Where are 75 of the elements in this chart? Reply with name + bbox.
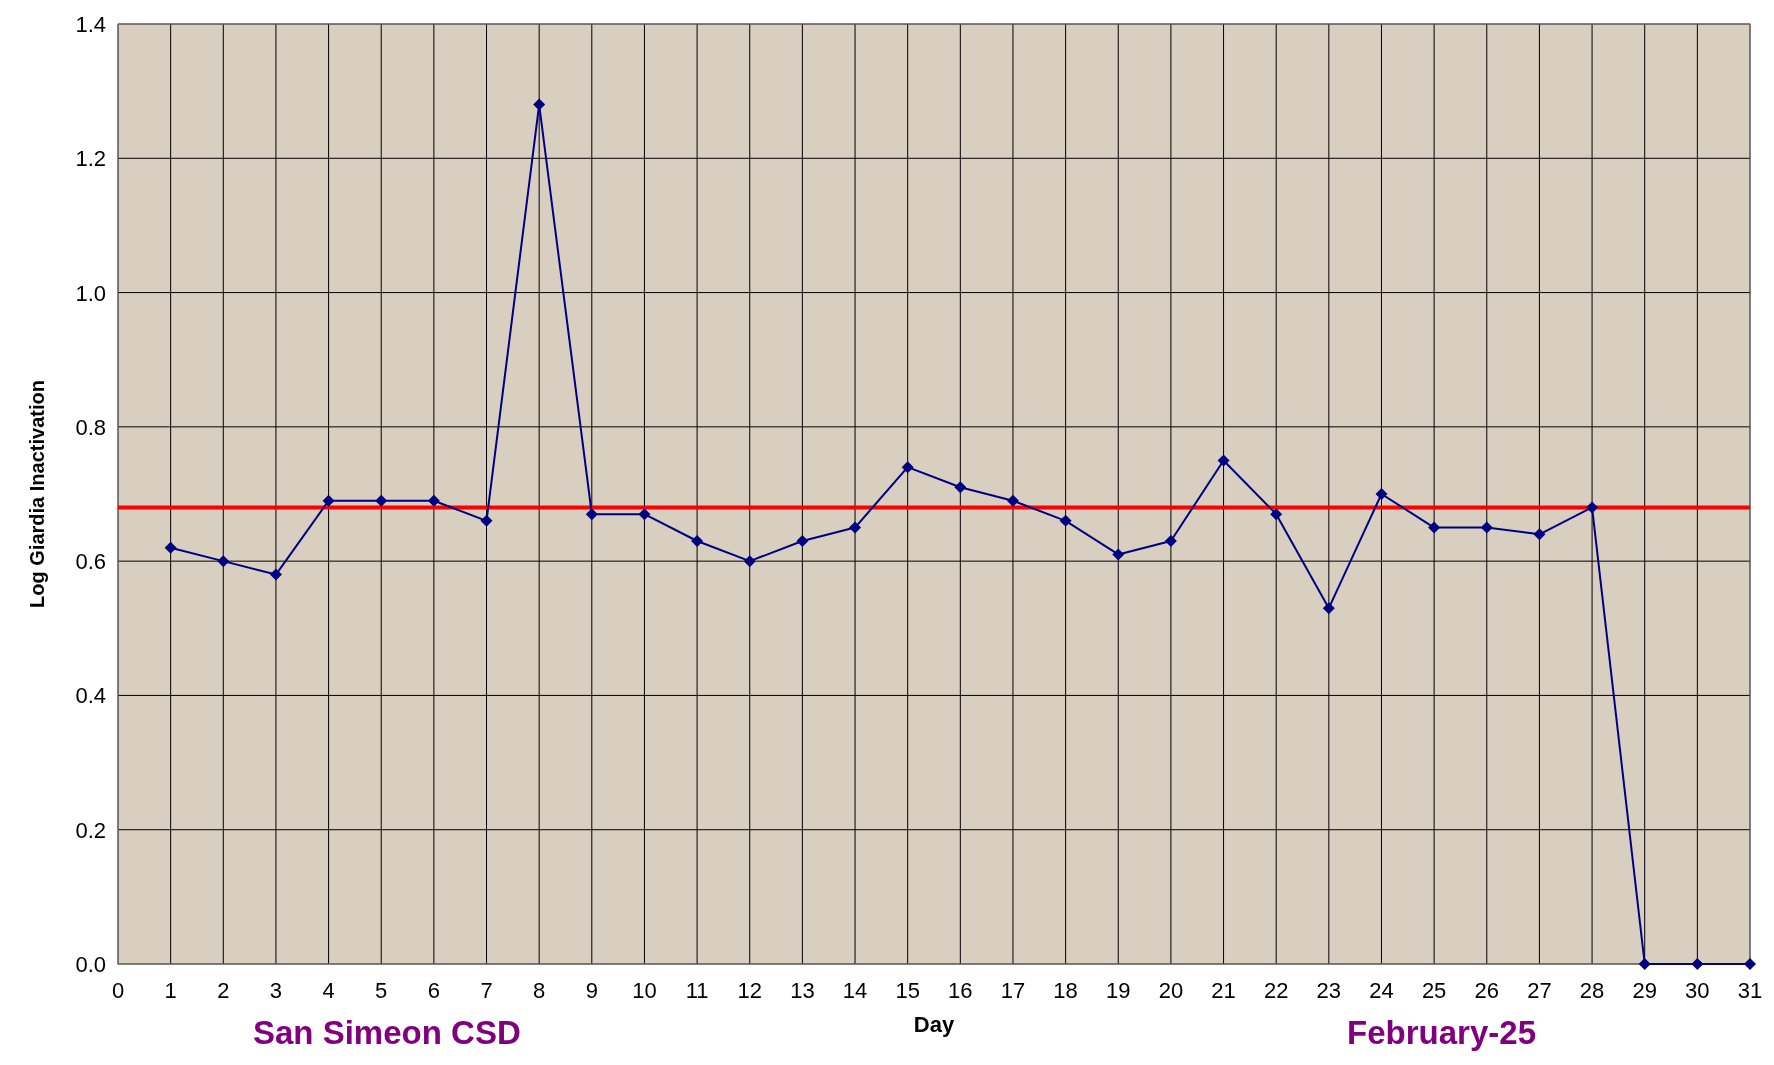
text: San Simeon CSD — [253, 1014, 521, 1051]
x-axis-title: Day — [913, 1012, 955, 1037]
point — [585, 508, 598, 521]
x-tick-label: 15 — [895, 978, 920, 1003]
point — [743, 555, 756, 568]
x-tick-label: 27 — [1527, 978, 1552, 1003]
x-tick-label: 20 — [1158, 978, 1184, 1003]
x-tick-label: 26 — [1474, 978, 1500, 1003]
y-tick-label: 0.4 — [75, 683, 106, 709]
point — [533, 98, 546, 111]
point — [691, 535, 704, 547]
point — [638, 508, 651, 521]
x-tick-label: 11 — [685, 978, 709, 1003]
point — [1164, 535, 1177, 547]
point — [1270, 508, 1283, 521]
x-tick-label: 17 — [1000, 978, 1026, 1003]
x-tick-label: 5 — [375, 978, 388, 1003]
x-tick-label: 6 — [427, 978, 440, 1003]
point — [1006, 494, 1019, 507]
x-tick-label: 24 — [1369, 978, 1394, 1003]
point — [164, 541, 177, 554]
x-tick-label: 8 — [533, 978, 546, 1003]
x-tick-label: 3 — [269, 978, 283, 1003]
x-tick-label: 22 — [1263, 978, 1289, 1003]
x-tick-label: 16 — [948, 978, 973, 1003]
y-tick-label: 0.8 — [75, 414, 106, 440]
y-tick-label: 1.2 — [75, 146, 106, 172]
y-tick-label: 0.0 — [75, 952, 106, 977]
point — [1638, 958, 1651, 970]
x-tick-label: 12 — [737, 978, 762, 1003]
point — [217, 555, 230, 568]
x-tick-label: 18 — [1053, 978, 1078, 1003]
point — [480, 514, 493, 527]
x-tick-label: 4 — [322, 978, 335, 1003]
x-tick-label: 30 — [1685, 978, 1710, 1003]
point — [1691, 958, 1704, 970]
x-tick-label: 9 — [585, 978, 598, 1003]
y-tick-label: 0.2 — [75, 817, 106, 843]
x-tick-label: 2 — [217, 978, 230, 1003]
y-tick-label: 1.4 — [75, 12, 106, 37]
point — [1744, 958, 1756, 970]
x-tick-label: 1 — [164, 978, 177, 1003]
point — [1428, 521, 1441, 534]
x-tick-label: 29 — [1632, 978, 1657, 1003]
point — [1533, 528, 1546, 541]
point — [427, 494, 440, 507]
point — [1586, 501, 1599, 514]
point — [901, 461, 914, 474]
point — [1375, 488, 1388, 500]
x-tick-label: 0 — [111, 978, 125, 1003]
x-tick-label: 28 — [1579, 978, 1605, 1003]
text: February-25 — [1347, 1014, 1536, 1051]
x-tick-label: 13 — [790, 978, 815, 1003]
point — [1480, 521, 1493, 534]
point — [849, 521, 862, 534]
point — [1217, 454, 1230, 467]
point — [1059, 514, 1072, 527]
y-axis-title: Log Giardia Inactivation — [26, 380, 48, 608]
point — [1322, 602, 1335, 615]
y-tick-label: 1.0 — [75, 280, 106, 306]
x-tick-label: 7 — [480, 978, 493, 1003]
x-tick-label: 10 — [632, 978, 657, 1003]
x-tick-label: 25 — [1421, 978, 1447, 1003]
x-tick-label: 19 — [1106, 978, 1131, 1003]
point — [375, 494, 388, 507]
point — [796, 535, 809, 547]
x-tick-label: 23 — [1316, 978, 1342, 1003]
x-tick-label: 21 — [1211, 978, 1236, 1003]
point — [954, 481, 967, 494]
x-tick-label: 14 — [842, 978, 868, 1003]
point — [322, 494, 335, 507]
point — [269, 568, 282, 581]
point — [1112, 548, 1125, 561]
y-tick-label: 0.6 — [75, 549, 106, 575]
x-tick-label: 31 — [1737, 978, 1763, 1003]
